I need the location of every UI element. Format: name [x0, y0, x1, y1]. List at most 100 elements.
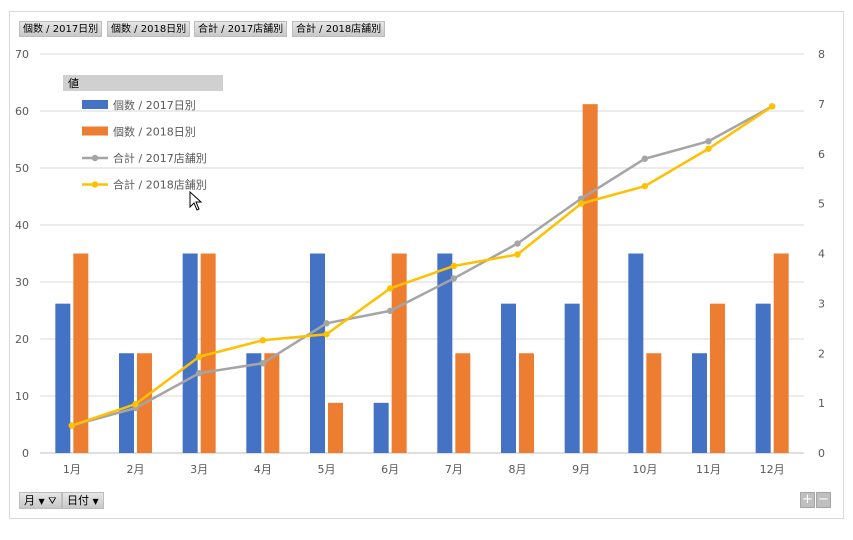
line-point [514, 240, 521, 247]
line-point [641, 155, 649, 162]
bar [246, 353, 262, 453]
y-right-tick-label: 3 [818, 297, 825, 310]
month-filter-button[interactable]: 月 ▼ ⛛ [19, 492, 62, 509]
line-point [386, 307, 394, 315]
mouse-cursor-icon [189, 190, 203, 211]
legend-title: 値 [68, 77, 79, 90]
month-filter-label: 月 [24, 494, 35, 507]
bar [264, 353, 280, 453]
y-right-tick-label: 6 [818, 148, 825, 161]
bar [692, 353, 707, 453]
bar [328, 402, 343, 453]
line-point [705, 138, 712, 145]
y-left-tick-label: 50 [15, 162, 29, 175]
y-left-tick-label: 40 [15, 219, 29, 232]
legend-title-bar [63, 75, 223, 91]
line-point [450, 262, 458, 270]
legend-entry-label: 個数 / 2018日別 [113, 126, 196, 139]
line-point [514, 251, 521, 258]
bar [628, 253, 644, 453]
bar [310, 253, 325, 453]
y-right-tick-label: 1 [818, 397, 825, 410]
bar [55, 303, 71, 453]
line-point [768, 103, 776, 110]
x-tick-label: 12月 [760, 463, 785, 476]
line-point [577, 195, 585, 202]
y-left-tick-label: 0 [22, 447, 29, 460]
line-point [450, 275, 458, 282]
bar [455, 353, 471, 453]
legend-entry-label: 合計 / 2017店舗別 [113, 151, 207, 165]
legend-entry-label: 個数 / 2017日別 [113, 99, 196, 112]
bar [73, 253, 89, 453]
bar [582, 104, 598, 453]
date-field-button[interactable]: 日付 ▼ [62, 492, 104, 509]
x-tick-label: 10月 [632, 463, 657, 476]
x-tick-label: 1月 [63, 463, 81, 476]
dropdown-arrow-icon: ▼ [92, 497, 99, 506]
line-point [68, 422, 76, 429]
line-point [705, 145, 712, 152]
line-point [132, 400, 139, 408]
line-point [259, 337, 267, 344]
bar [182, 253, 198, 453]
line-point [641, 182, 649, 190]
tick-labels: 0 10 20 30 40 50 60 70 0 1 2 3 4 5 6 7 8 1月 2月 3月 4月 5月 6月 7月 8月… [15, 48, 825, 476]
y-left-tick-label: 10 [15, 390, 29, 403]
collapse-button[interactable]: − [816, 492, 831, 508]
y-right-tick-label: 2 [818, 347, 825, 360]
lines [68, 103, 776, 429]
gridlines [40, 53, 804, 454]
bar [564, 303, 580, 453]
y-right-tick-label: 8 [818, 48, 825, 61]
bar [519, 353, 534, 453]
y-left-tick-label: 20 [15, 333, 29, 346]
bar [755, 303, 771, 453]
legend-entry-label: 合計 / 2018店舗別 [113, 178, 207, 192]
date-field-label: 日付 [67, 494, 89, 507]
legend-swatch [82, 100, 108, 109]
field-button-count-2018[interactable]: 個数 / 2018日別 [107, 21, 191, 37]
y-right-tick-label: 0 [818, 447, 825, 460]
x-tick-label: 6月 [381, 463, 399, 476]
bar [646, 353, 662, 453]
bar [501, 303, 516, 453]
y-right-tick-label: 5 [818, 198, 825, 211]
series-line [71, 105, 773, 427]
expand-button[interactable]: + [800, 492, 815, 508]
y-right-tick-label: 4 [818, 248, 825, 261]
bar [373, 402, 389, 453]
legend-swatch [82, 126, 108, 136]
series-line [71, 105, 773, 427]
y-left-tick-label: 70 [15, 48, 29, 61]
line-point [195, 353, 203, 360]
y-left-tick-label: 30 [15, 276, 29, 289]
x-tick-label: 4月 [254, 463, 272, 476]
line-point [323, 331, 330, 338]
field-button-count-2017[interactable]: 個数 / 2017日別 [19, 21, 103, 37]
x-tick-label: 8月 [509, 463, 527, 476]
x-tick-label: 9月 [572, 463, 590, 476]
line-point [195, 370, 203, 377]
line-point [259, 360, 267, 367]
x-tick-label: 5月 [318, 463, 336, 476]
bar [437, 253, 453, 453]
y-left-tick-label: 60 [15, 105, 29, 118]
filter-icon: ⛛ [48, 496, 57, 507]
legend-swatch-point [91, 181, 99, 188]
bar [710, 303, 725, 453]
x-tick-label: 11月 [696, 463, 721, 476]
x-tick-label: 7月 [445, 463, 463, 476]
y-right-tick-label: 7 [818, 98, 825, 111]
field-button-sum-2018[interactable]: 合計 / 2018店舗別 [292, 21, 386, 37]
legend-swatch-point [91, 154, 99, 162]
field-button-sum-2017[interactable]: 合計 / 2017店舗別 [194, 21, 288, 37]
line-point [323, 320, 330, 327]
bars [55, 104, 789, 453]
x-tick-label: 2月 [127, 463, 145, 476]
x-tick-label: 3月 [190, 463, 208, 476]
bar [773, 253, 789, 453]
bar [119, 353, 134, 453]
